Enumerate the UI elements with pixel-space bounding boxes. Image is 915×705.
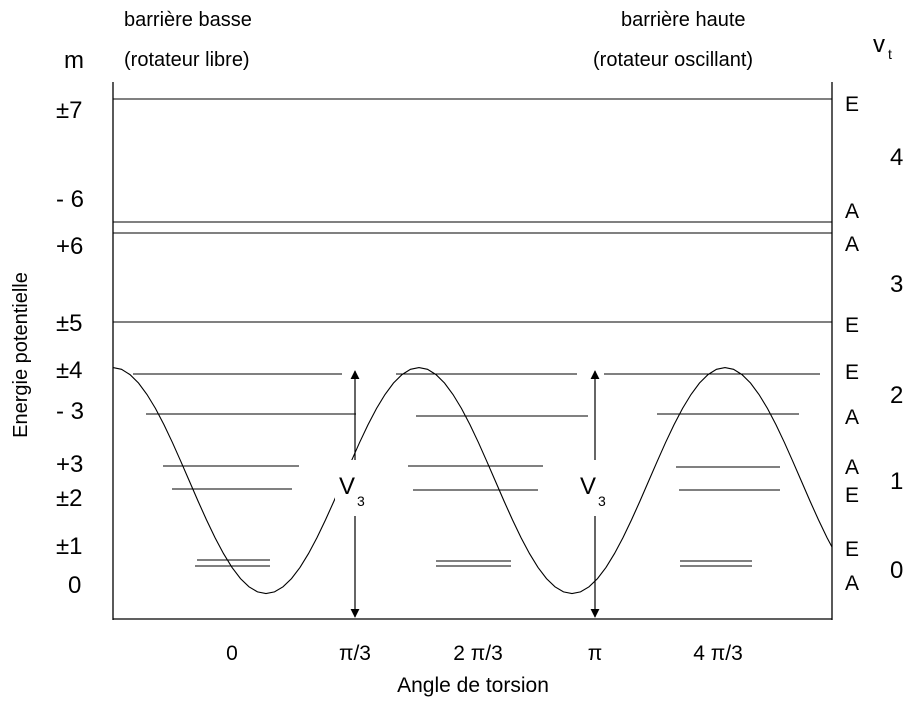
m-label: ±7: [56, 97, 83, 124]
symmetry-label: A: [845, 233, 859, 256]
symmetry-label: E: [845, 314, 859, 337]
x-tick-label: 4 π/3: [693, 642, 743, 665]
symmetry-label: A: [845, 200, 859, 223]
barrier-label-2: V 3: [576, 460, 616, 516]
label-mask: [335, 460, 375, 516]
header-high-barrier-subtitle: (rotateur oscillant): [593, 49, 753, 71]
m-label: 0: [68, 572, 81, 599]
barrier-label-main: V: [580, 473, 596, 500]
symmetry-label: A: [845, 456, 859, 479]
symmetry-label: A: [845, 572, 859, 595]
symmetry-label: E: [845, 484, 859, 507]
x-tick-label: π/3: [339, 642, 371, 665]
x-tick-label: π: [588, 642, 603, 665]
y-axis-title: Energie potentielle: [10, 272, 32, 438]
vt-value: 0: [890, 557, 903, 584]
well-2-levels: [396, 373, 588, 567]
m-label: ±4: [56, 357, 83, 384]
x-axis-title: Angle de torsion: [397, 674, 549, 697]
m-label: +6: [56, 233, 83, 260]
vt-value: 4: [890, 144, 903, 171]
x-tick-label: 2 π/3: [453, 642, 503, 665]
header-low-barrier-title: barrière basse: [124, 9, 252, 31]
m-column-label: m: [64, 47, 84, 74]
well-1-levels: [133, 373, 356, 567]
torsion-potential-curve: [112, 367, 833, 595]
symmetry-label: E: [845, 538, 859, 561]
symmetry-label: E: [845, 93, 859, 116]
x-tick-label: 0: [226, 642, 238, 665]
vt-value: 2: [890, 382, 903, 409]
well-3-levels: [604, 373, 820, 567]
vt-value: 1: [890, 468, 903, 495]
vt-value: 3: [890, 271, 903, 298]
barrier-label-sub: 3: [598, 493, 606, 509]
vt-label-main: v: [873, 31, 885, 58]
m-label: ±2: [56, 485, 83, 512]
barrier-label-sub: 3: [357, 493, 365, 509]
vt-column-label: v t: [873, 31, 892, 62]
m-label: ±5: [56, 310, 83, 337]
symmetry-label: E: [845, 361, 859, 384]
m-label: +3: [56, 451, 83, 478]
header-low-barrier-subtitle: (rotateur libre): [124, 49, 250, 71]
label-mask: [576, 460, 616, 516]
barrier-label-main: V: [339, 473, 355, 500]
symmetry-label: A: [845, 406, 859, 429]
barrier-label-1: V 3: [335, 460, 375, 516]
header-high-barrier-title: barrière haute: [621, 9, 746, 31]
m-label: ±1: [56, 533, 83, 560]
m-label: - 3: [56, 398, 84, 425]
vt-label-sub: t: [888, 46, 892, 62]
m-label: - 6: [56, 186, 84, 213]
